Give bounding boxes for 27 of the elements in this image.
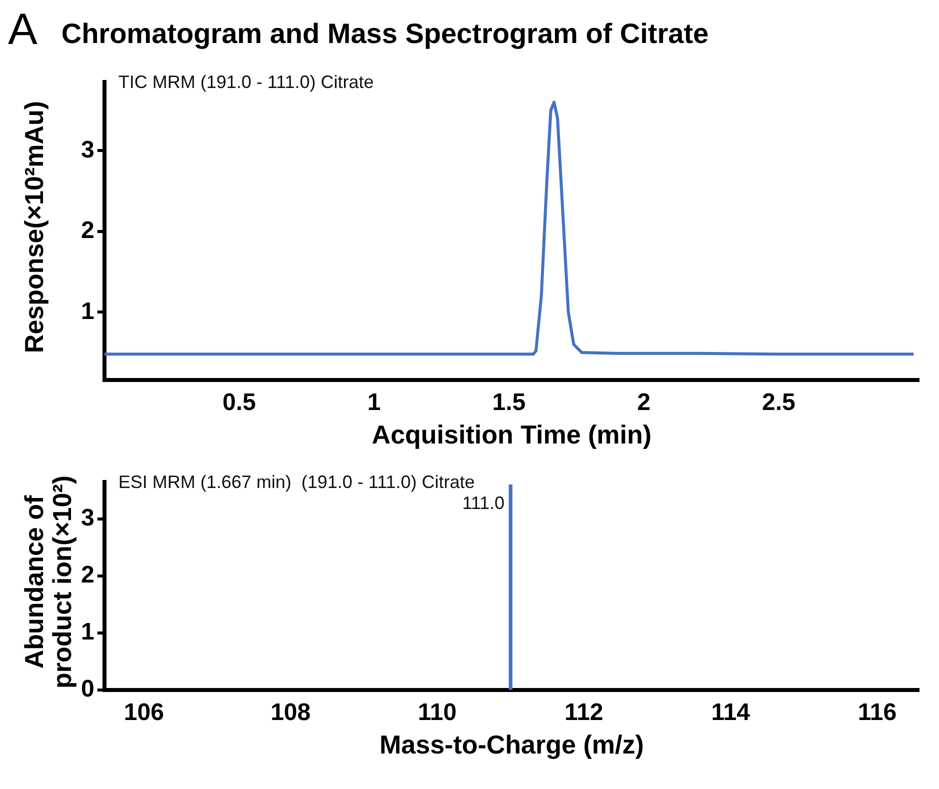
x-tick-label: 1.5: [492, 389, 526, 416]
chart-subtitle: TIC MRM (191.0 - 111.0) Citrate: [118, 72, 374, 92]
chart-title: Chromatogram and Mass Spectrogram of Citrate: [61, 18, 709, 51]
y-tick-label: 1: [80, 618, 94, 646]
x-tick-label: 1: [367, 389, 381, 416]
text: A: [8, 5, 38, 54]
x-axis-title: Mass-to-Charge (m/z): [379, 730, 644, 760]
x-tick-label: 0.5: [222, 389, 256, 416]
y-tick-label: 0: [80, 676, 94, 703]
y-tick-label: 3: [80, 504, 94, 532]
x-axis-title: Acquisition Time (min): [372, 420, 652, 450]
x-tick-label: 2: [637, 389, 651, 416]
y-axis-title: Response(×10²mAu): [19, 100, 49, 356]
x-tick-label: 106: [124, 699, 164, 726]
y-tick-label: 2: [80, 562, 94, 589]
y-tick-label: 1: [80, 298, 94, 325]
chart-subtitle: ESI MRM (1.667 min) (191.0 - 111.0) Citrate: [118, 472, 475, 492]
y-tick-label: 2: [80, 217, 94, 244]
x-tick-label: 116: [858, 699, 897, 726]
y-axis-title: Abundance of product ion(×10²): [19, 474, 77, 691]
x-tick-label: 110: [418, 699, 457, 726]
annotation: 111.0: [462, 492, 505, 513]
x-tick-label: 2.5: [762, 389, 796, 416]
x-tick-label: 114: [711, 699, 751, 726]
x-tick-label: 112: [564, 699, 604, 726]
y-tick-label: 3: [80, 136, 94, 164]
x-tick-label: 108: [270, 699, 311, 726]
